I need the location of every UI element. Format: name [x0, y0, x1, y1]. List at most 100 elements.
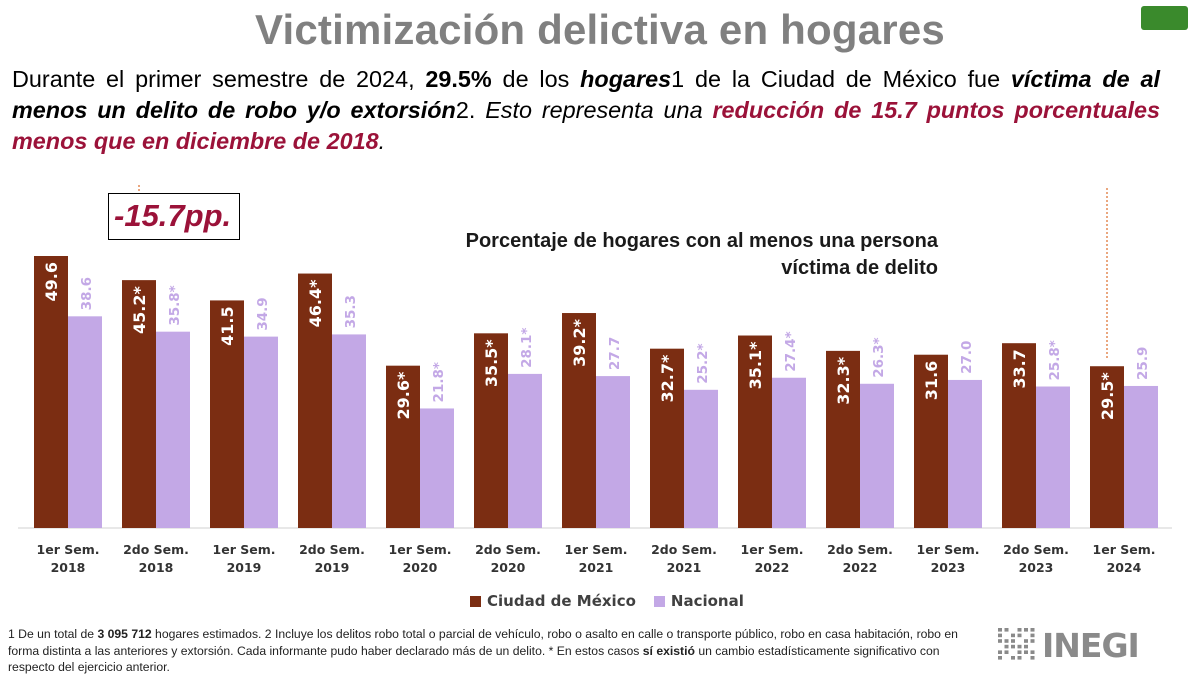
bar-nacional-3	[332, 334, 366, 528]
data-label-cdmx-7: 32.7*	[658, 354, 677, 402]
data-label-cdmx-2: 41.5	[218, 306, 237, 345]
logo-dot	[998, 650, 1002, 654]
data-label-nacional-11: 25.8*	[1047, 340, 1063, 380]
logo-dot	[998, 628, 1002, 632]
x-label-line2-0: 2018	[51, 560, 86, 575]
bar-cdmx-1	[122, 280, 156, 528]
data-label-cdmx-10: 31.6	[922, 361, 941, 400]
intro-text-5: 1 de la Ciudad de México fue	[671, 66, 1011, 92]
intro-text-7: 2.	[455, 97, 486, 123]
bar-cdmx-10	[914, 354, 948, 528]
bar-nacional-8	[772, 377, 806, 528]
data-label-nacional-3: 35.3	[343, 295, 359, 328]
intro-text-3: de los	[491, 66, 581, 92]
logo-dot	[998, 633, 1002, 638]
x-label-line2-12: 2024	[1107, 560, 1142, 575]
data-label-cdmx-1: 45.2*	[130, 285, 149, 333]
bar-nacional-9	[860, 383, 894, 528]
x-axis-labels: 1er Sem. 2018 2do Sem. 2018 1er Sem. 2019 2do …	[37, 542, 1156, 575]
bar-nacional-2	[244, 336, 278, 528]
logo-dot	[998, 656, 1002, 660]
data-label-cdmx-4: 29.6*	[394, 371, 413, 419]
footnote-text-1: 1 De un total de	[8, 627, 98, 641]
x-label-line1-8: 1er Sem.	[741, 542, 804, 557]
x-label-line2-5: 2020	[491, 560, 526, 575]
x-label-line2-9: 2022	[843, 560, 878, 575]
data-label-nacional-2: 34.9	[255, 297, 271, 330]
logo-dot	[1017, 628, 1022, 632]
data-label-cdmx-12: 29.5*	[1098, 372, 1117, 420]
data-label-nacional-10: 27.0	[959, 341, 975, 374]
intro-text-8: Esto representa una	[485, 97, 713, 123]
logo-dot	[1017, 633, 1022, 638]
x-label-line1-9: 2do Sem.	[827, 542, 893, 557]
x-label-line2-11: 2023	[1019, 560, 1054, 575]
bar-cdmx-3	[298, 273, 332, 528]
data-label-cdmx-6: 39.2*	[570, 318, 589, 366]
intro-text-1: Durante el primer semestre de 2024,	[12, 66, 426, 92]
logo-dot	[1011, 656, 1015, 660]
legend-label-cdmx: Ciudad de México	[487, 592, 636, 610]
x-label-line2-3: 2019	[315, 560, 350, 575]
bar-cdmx-5	[474, 333, 508, 528]
bar-nacional-12	[1124, 385, 1158, 528]
inegi-logo: INEGI	[998, 626, 1140, 664]
bar-nacional-5	[508, 373, 542, 528]
x-label-line1-10: 1er Sem.	[917, 542, 980, 557]
footnote: 1 De un total de 3 095 712 hogares estim…	[8, 626, 983, 676]
data-label-cdmx-5: 35.5*	[482, 339, 501, 387]
data-label-nacional-12: 25.9	[1135, 347, 1151, 380]
logo-dot	[998, 639, 1002, 643]
intro-text-2: 29.5%	[425, 66, 492, 92]
bar-cdmx-0	[34, 256, 68, 528]
reduction-callout: -15.7pp.	[108, 193, 240, 240]
logo-dot	[1030, 656, 1035, 660]
x-label-line1-12: 1er Sem.	[1093, 542, 1156, 557]
logo-dot	[1030, 628, 1035, 632]
x-label-line2-2: 2019	[227, 560, 262, 575]
logo-dot	[1030, 639, 1035, 643]
x-label-line1-4: 1er Sem.	[389, 542, 452, 557]
bar-nacional-10	[948, 379, 982, 528]
x-label-line1-5: 2do Sem.	[475, 542, 541, 557]
footnote-text-4: sí existió	[642, 643, 695, 658]
x-label-line2-6: 2021	[579, 560, 614, 575]
legend-label-nacional: Nacional	[670, 592, 744, 610]
x-label-line1-3: 2do Sem.	[299, 542, 365, 557]
x-label-line1-11: 2do Sem.	[1003, 542, 1069, 557]
page-title: Victimización delictiva en hogares	[255, 6, 945, 53]
intro-text-4: hogares	[580, 66, 672, 92]
data-label-nacional-1: 35.8*	[167, 285, 183, 325]
logo-dot	[1004, 644, 1009, 649]
series-cdmx: 49.6 45.2* 41.5 46.4* 29.6* 35.5* 39.2* 32.7* 35…	[34, 256, 1124, 528]
bar-cdmx-12	[1090, 366, 1124, 528]
bar-nacional-0	[68, 316, 102, 528]
data-label-cdmx-8: 35.1*	[746, 341, 765, 389]
series-nacional: 38.6 35.8* 34.9 35.3 21.8* 28.1* 27.7 25.2* 27.4…	[68, 277, 1158, 528]
bar-cdmx-6	[562, 313, 596, 528]
logo-dot	[1017, 656, 1022, 660]
logo-dot	[1004, 650, 1009, 654]
x-label-line1-2: 1er Sem.	[213, 542, 276, 557]
x-label-line2-7: 2021	[667, 560, 702, 575]
data-label-nacional-0: 38.6	[79, 277, 95, 310]
legend-swatch-nacional	[653, 595, 665, 607]
x-label-line2-4: 2020	[403, 560, 438, 575]
bar-cdmx-2	[210, 300, 244, 528]
logo-dot	[1011, 633, 1015, 638]
footnote-text-2: 3 095 712	[97, 627, 152, 641]
data-label-nacional-7: 25.2*	[695, 343, 711, 383]
logo-dot	[1024, 644, 1028, 649]
logo-dot	[1011, 639, 1015, 643]
logo-dot	[1004, 639, 1009, 643]
bar-nacional-1	[156, 331, 190, 528]
logo-dot	[1024, 628, 1028, 632]
logo-dot	[1004, 628, 1009, 632]
logo-dot	[1011, 644, 1015, 649]
x-label-line2-8: 2022	[755, 560, 790, 575]
data-label-nacional-6: 27.7	[607, 337, 623, 370]
x-label-line1-0: 1er Sem.	[37, 542, 100, 557]
chart-title: Porcentaje de hogares con al menos una p…	[465, 230, 938, 279]
data-label-nacional-8: 27.4*	[783, 331, 799, 371]
